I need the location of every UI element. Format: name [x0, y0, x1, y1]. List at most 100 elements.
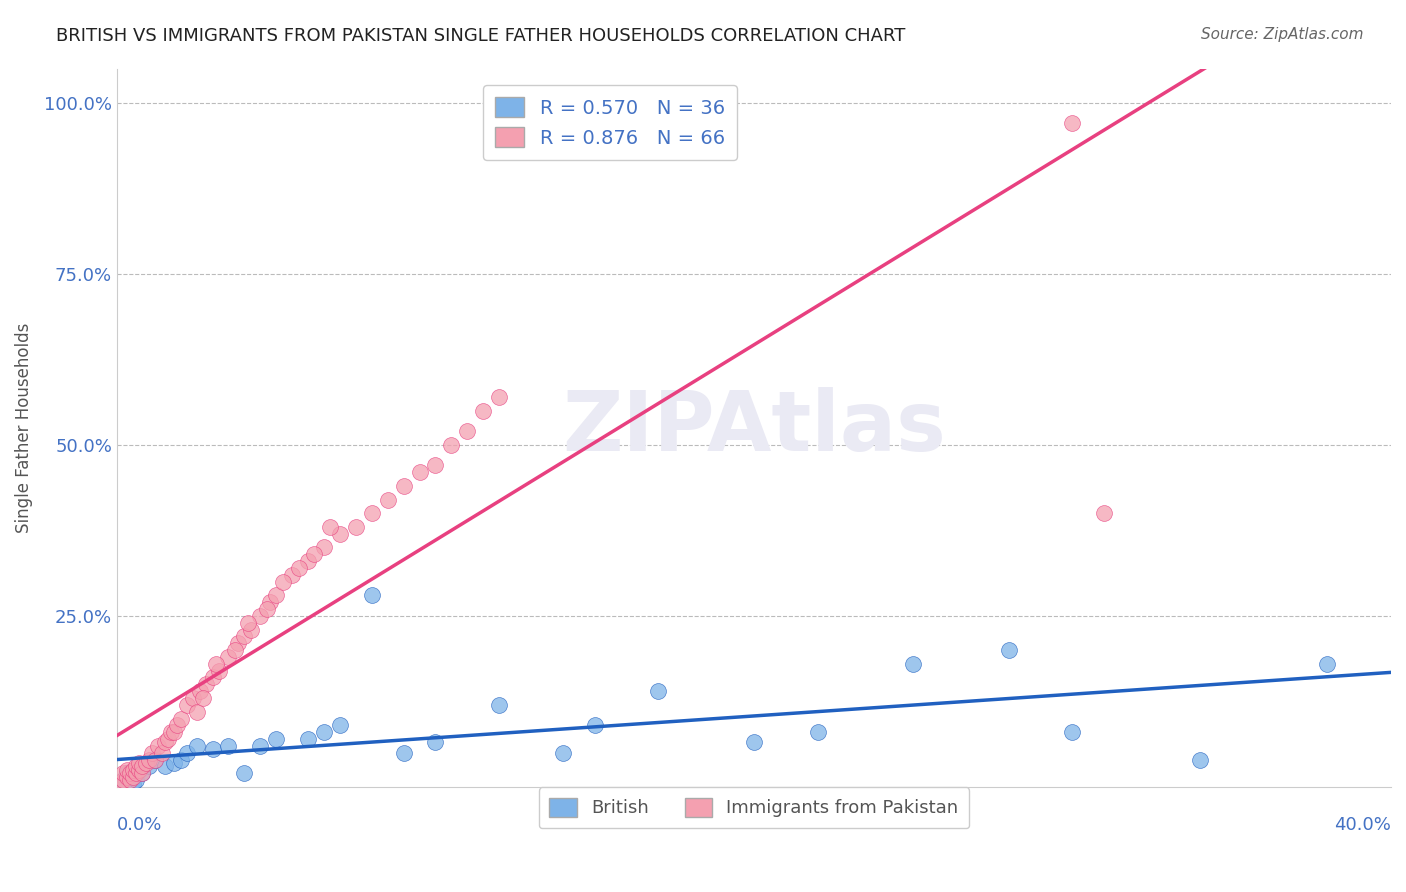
- Point: [1188, 753, 1211, 767]
- Point: [239, 623, 262, 637]
- Point: [118, 766, 141, 780]
- Point: [217, 649, 239, 664]
- Point: [287, 561, 309, 575]
- Point: [125, 759, 148, 773]
- Point: [456, 424, 478, 438]
- Point: [1092, 506, 1115, 520]
- Point: [903, 657, 925, 671]
- Text: 0.0%: 0.0%: [117, 815, 162, 834]
- Point: [440, 438, 463, 452]
- Text: ZIPAtlas: ZIPAtlas: [562, 387, 946, 468]
- Point: [264, 588, 287, 602]
- Point: [488, 390, 510, 404]
- Point: [583, 718, 606, 732]
- Point: [377, 492, 399, 507]
- Point: [304, 547, 326, 561]
- Point: [141, 746, 163, 760]
- Point: [112, 773, 135, 788]
- Point: [647, 684, 669, 698]
- Point: [236, 615, 259, 630]
- Point: [329, 718, 352, 732]
- Point: [163, 756, 186, 770]
- Point: [131, 766, 153, 780]
- Point: [153, 759, 176, 773]
- Point: [176, 698, 198, 712]
- Point: [170, 712, 193, 726]
- Text: BRITISH VS IMMIGRANTS FROM PAKISTAN SINGLE FATHER HOUSEHOLDS CORRELATION CHART: BRITISH VS IMMIGRANTS FROM PAKISTAN SING…: [56, 27, 905, 45]
- Point: [186, 705, 208, 719]
- Point: [551, 746, 574, 760]
- Y-axis label: Single Father Households: Single Father Households: [15, 323, 32, 533]
- Point: [392, 479, 415, 493]
- Point: [425, 735, 447, 749]
- Text: 40.0%: 40.0%: [1334, 815, 1391, 834]
- Text: Source: ZipAtlas.com: Source: ZipAtlas.com: [1201, 27, 1364, 42]
- Point: [360, 506, 382, 520]
- Point: [360, 588, 382, 602]
- Point: [201, 670, 224, 684]
- Point: [186, 739, 208, 753]
- Point: [131, 766, 153, 780]
- Point: [271, 574, 294, 589]
- Point: [176, 746, 198, 760]
- Point: [143, 753, 166, 767]
- Point: [122, 770, 145, 784]
- Point: [115, 763, 138, 777]
- Point: [256, 602, 278, 616]
- Point: [1062, 725, 1084, 739]
- Point: [115, 766, 138, 780]
- Point: [233, 766, 256, 780]
- Point: [742, 735, 765, 749]
- Point: [224, 643, 246, 657]
- Point: [264, 732, 287, 747]
- Point: [125, 766, 148, 780]
- Point: [217, 739, 239, 753]
- Point: [166, 718, 188, 732]
- Point: [143, 753, 166, 767]
- Point: [249, 739, 271, 753]
- Point: [329, 526, 352, 541]
- Point: [160, 725, 183, 739]
- Point: [195, 677, 218, 691]
- Point: [297, 732, 319, 747]
- Point: [1316, 657, 1339, 671]
- Point: [170, 753, 193, 767]
- Point: [118, 770, 141, 784]
- Point: [153, 735, 176, 749]
- Point: [122, 763, 145, 777]
- Point: [425, 458, 447, 473]
- Point: [115, 770, 138, 784]
- Point: [148, 739, 170, 753]
- Point: [281, 567, 304, 582]
- Point: [204, 657, 226, 671]
- Point: [135, 756, 157, 770]
- Point: [472, 403, 495, 417]
- Point: [233, 629, 256, 643]
- Point: [122, 776, 145, 790]
- Point: [208, 664, 231, 678]
- Point: [112, 773, 135, 788]
- Legend: British, Immigrants from Pakistan: British, Immigrants from Pakistan: [538, 787, 969, 828]
- Point: [156, 732, 179, 747]
- Point: [131, 759, 153, 773]
- Point: [297, 554, 319, 568]
- Point: [344, 520, 367, 534]
- Point: [138, 759, 160, 773]
- Point: [128, 763, 150, 777]
- Point: [112, 766, 135, 780]
- Point: [183, 690, 205, 705]
- Point: [163, 725, 186, 739]
- Point: [807, 725, 830, 739]
- Point: [128, 756, 150, 770]
- Point: [319, 520, 342, 534]
- Point: [392, 746, 415, 760]
- Point: [488, 698, 510, 712]
- Point: [312, 541, 335, 555]
- Point: [118, 773, 141, 788]
- Point: [312, 725, 335, 739]
- Point: [249, 608, 271, 623]
- Point: [150, 746, 173, 760]
- Point: [125, 773, 148, 788]
- Point: [108, 776, 131, 790]
- Point: [997, 643, 1019, 657]
